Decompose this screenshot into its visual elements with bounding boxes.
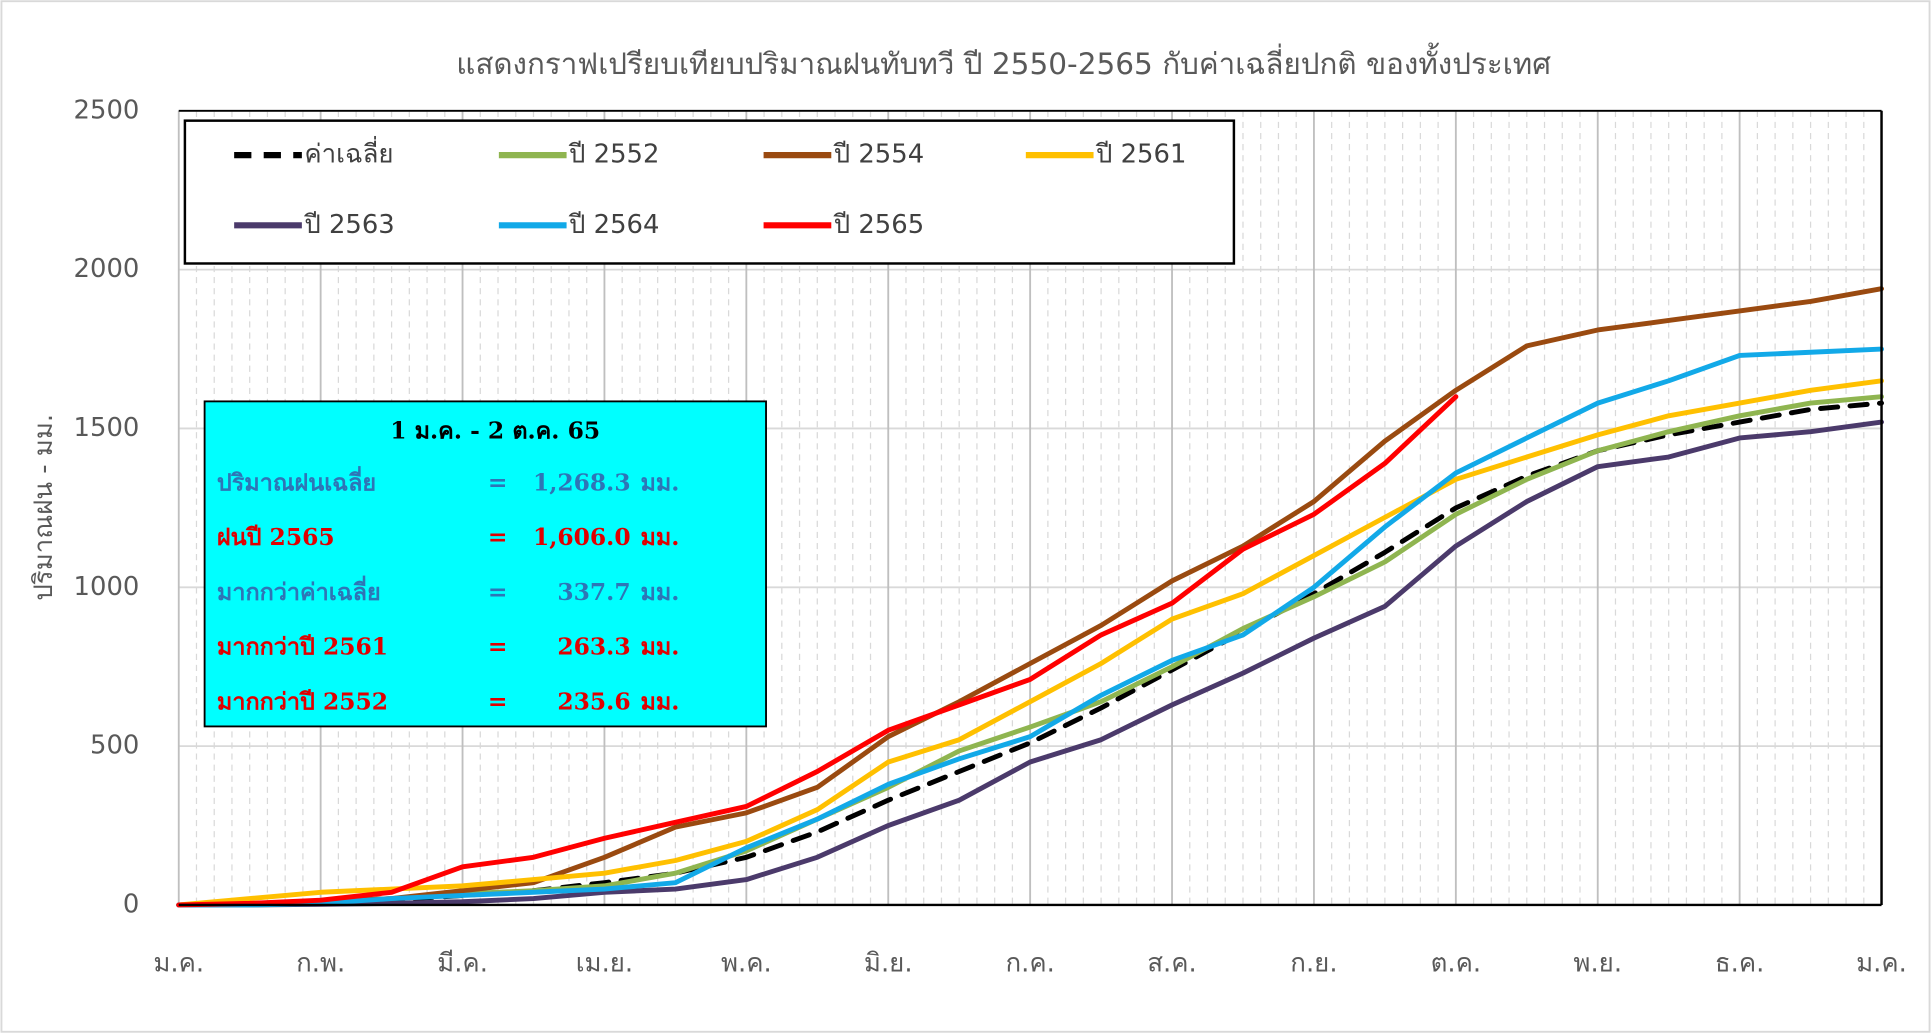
legend-label: ปี 2565 <box>833 210 925 240</box>
chart-title: แสดงกราฟเปรียบเทียบปริมาณฝนทับทวี ปี 255… <box>456 43 1551 81</box>
series-line <box>176 394 1459 908</box>
y-tick-label: 1500 <box>74 413 140 443</box>
legend-label: ปี 2564 <box>568 210 660 240</box>
summary-unit: มม. <box>640 633 679 661</box>
x-tick-label: ก.ย. <box>1290 949 1337 979</box>
x-tick-label: มิ.ย. <box>864 949 913 979</box>
legend: ค่าเฉลี่ย ปี 2552 ปี 2554 ปี 2561 ปี 2563 ปี … <box>183 119 1236 265</box>
x-tick-label: ม.ค. <box>153 949 204 979</box>
summary-title: 1 ม.ค. - 2 ต.ค. 65 <box>390 417 600 445</box>
summary-eq: = <box>488 633 508 661</box>
summary-box-bg <box>203 400 767 728</box>
summary-label: มากกว่าปี 2552 <box>217 688 388 716</box>
y-axis-label: ปริมาณฝน - มม. <box>29 414 59 601</box>
summary-value: 263.3 <box>557 633 630 661</box>
x-tick-label: เม.ย. <box>576 949 633 979</box>
lines <box>176 286 1884 908</box>
legend-label: ปี 2561 <box>1095 140 1187 170</box>
summary-label: ปริมาณฝนเฉลี่ย <box>217 465 376 496</box>
summary-value: 1,268.3 <box>533 468 631 496</box>
summary-eq: = <box>488 688 508 716</box>
x-tick-label: ก.ค. <box>1005 949 1054 979</box>
summary-eq: = <box>488 468 508 496</box>
frame <box>178 109 1883 907</box>
legend-label: ค่าเฉลี่ย <box>304 136 393 170</box>
legend-box <box>183 119 1236 265</box>
series-line <box>176 419 1884 908</box>
y-tick-label: 2000 <box>74 254 140 284</box>
summary-unit: มม. <box>640 523 679 551</box>
summary-unit: มม. <box>640 468 679 496</box>
summary-label: มากกว่าปี 2561 <box>217 633 388 661</box>
summary-eq: = <box>488 578 508 606</box>
legend-label: ปี 2552 <box>568 140 660 170</box>
x-tick-label: พ.ค. <box>721 949 772 979</box>
x-tick-label: มี.ค. <box>437 949 488 979</box>
summary-value: 1,606.0 <box>533 523 631 551</box>
summary-eq: = <box>488 523 508 551</box>
y-tick-label: 1000 <box>74 572 140 602</box>
series-line <box>176 346 1884 908</box>
y-tick-label: 2500 <box>74 95 140 125</box>
y-tick-label: 0 <box>123 889 139 919</box>
series-line <box>176 378 1884 908</box>
summary-unit: มม. <box>640 688 679 716</box>
x-tick-label: ก.พ. <box>296 949 345 979</box>
summary-box: 1 ม.ค. - 2 ต.ค. 65 ปริมาณฝนเฉลี่ย = 1,268.3… <box>203 400 767 728</box>
summary-label: ฝนปี 2565 <box>217 523 335 551</box>
x-tick-label: ม.ค. <box>1856 949 1907 979</box>
y-tick-label: 500 <box>90 731 139 761</box>
legend-label: ปี 2563 <box>303 210 395 240</box>
series-line <box>176 286 1884 908</box>
x-tick-label: ต.ค. <box>1431 949 1482 979</box>
x-tick-label: พ.ย. <box>1573 949 1622 979</box>
legend-label: ปี 2554 <box>833 140 925 170</box>
summary-value: 337.7 <box>557 578 630 606</box>
summary-unit: มม. <box>640 578 679 606</box>
summary-label: มากกว่าค่าเฉลี่ย <box>217 575 381 606</box>
x-tick-label: ส.ค. <box>1147 949 1197 979</box>
summary-value: 235.6 <box>557 688 630 716</box>
x-tick-label: ธ.ค. <box>1715 949 1764 979</box>
